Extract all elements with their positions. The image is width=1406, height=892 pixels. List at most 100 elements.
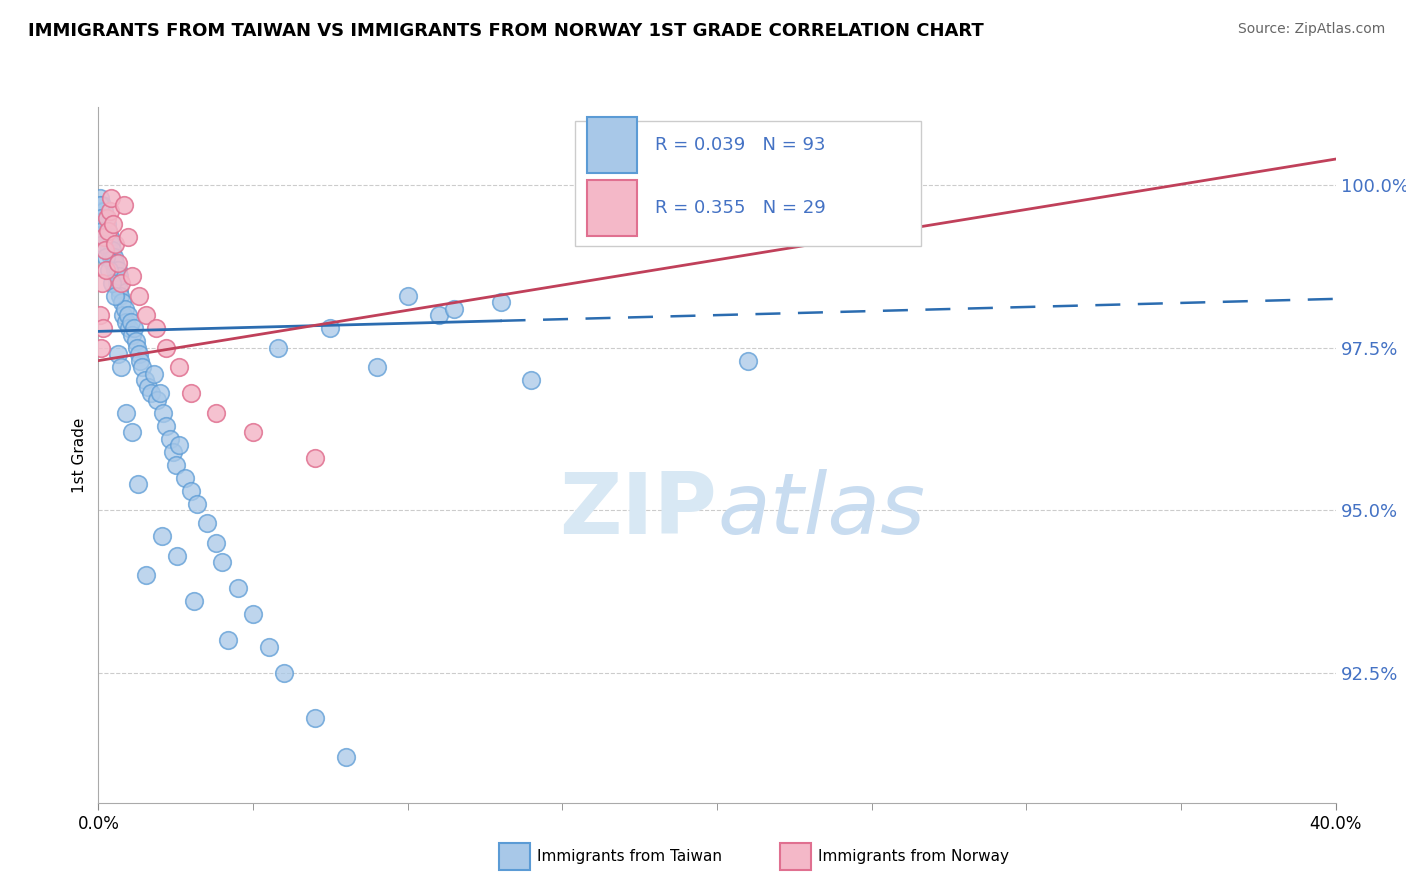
Point	[110, 360, 132, 375]
Point	[112, 197, 135, 211]
Point	[117, 230, 139, 244]
Point	[105, 276, 128, 290]
Point	[304, 451, 326, 466]
Text: IMMIGRANTS FROM TAIWAN VS IMMIGRANTS FROM NORWAY 1ST GRADE CORRELATION CHART: IMMIGRANTS FROM TAIWAN VS IMMIGRANTS FRO…	[28, 22, 984, 40]
Point	[174, 471, 197, 485]
Y-axis label: 1st Grade: 1st Grade	[72, 417, 87, 492]
Point	[98, 230, 121, 244]
Point	[165, 458, 187, 472]
Point	[152, 406, 174, 420]
Point	[89, 197, 111, 211]
Point	[96, 217, 118, 231]
Text: Immigrants from Norway: Immigrants from Norway	[818, 849, 1010, 863]
Point	[139, 386, 162, 401]
Point	[737, 178, 759, 192]
Point	[242, 607, 264, 622]
Point	[131, 360, 153, 375]
Point	[89, 191, 111, 205]
Point	[110, 276, 132, 290]
Point	[155, 418, 177, 433]
Point	[120, 315, 142, 329]
Point	[149, 386, 172, 401]
Point	[427, 308, 450, 322]
Point	[97, 262, 120, 277]
Point	[205, 406, 228, 420]
Point	[96, 211, 118, 225]
Point	[155, 341, 177, 355]
Point	[107, 282, 129, 296]
Point	[167, 438, 190, 452]
Point	[111, 295, 132, 310]
Point	[180, 483, 202, 498]
Point	[94, 243, 117, 257]
Point	[211, 555, 233, 569]
Point	[166, 549, 188, 563]
Point	[737, 353, 759, 368]
Point	[107, 347, 129, 361]
FancyBboxPatch shape	[575, 121, 921, 246]
Point	[257, 640, 280, 654]
Point	[159, 432, 181, 446]
Point	[335, 750, 357, 764]
Point	[167, 360, 190, 375]
Point	[127, 477, 149, 491]
Point	[205, 535, 228, 549]
Point	[93, 230, 115, 244]
Point	[135, 308, 157, 322]
Point	[121, 269, 143, 284]
Point	[100, 236, 122, 251]
Point	[180, 386, 202, 401]
Point	[90, 211, 112, 225]
Point	[242, 425, 264, 439]
Point	[114, 301, 136, 316]
Point	[520, 373, 543, 387]
Point	[108, 269, 131, 284]
Point	[118, 321, 141, 335]
Point	[104, 256, 127, 270]
Point	[103, 256, 125, 270]
Point	[89, 308, 111, 322]
Point	[162, 444, 184, 458]
Point	[107, 256, 129, 270]
Text: Immigrants from Taiwan: Immigrants from Taiwan	[537, 849, 723, 863]
Point	[226, 581, 249, 595]
Bar	[588, 180, 637, 235]
Point	[94, 211, 117, 225]
Point	[195, 516, 218, 531]
Point	[443, 301, 465, 316]
Point	[124, 334, 146, 348]
Text: atlas: atlas	[717, 469, 925, 552]
Point	[122, 321, 145, 335]
Point	[97, 236, 120, 251]
Point	[366, 360, 388, 375]
Point	[96, 230, 118, 244]
Point	[186, 497, 208, 511]
Point	[100, 191, 122, 205]
Point	[143, 367, 166, 381]
Point	[830, 175, 852, 189]
Text: R = 0.039   N = 93: R = 0.039 N = 93	[655, 136, 825, 154]
Point	[94, 250, 117, 264]
Point	[103, 250, 125, 264]
Point	[91, 321, 114, 335]
Text: R = 0.355   N = 29: R = 0.355 N = 29	[655, 199, 825, 217]
Point	[128, 288, 150, 302]
Point	[100, 276, 122, 290]
Point	[134, 373, 156, 387]
Point	[396, 288, 419, 302]
Point	[128, 347, 150, 361]
Point	[100, 250, 122, 264]
Point	[121, 425, 143, 439]
Point	[103, 217, 125, 231]
Point	[93, 204, 115, 219]
Point	[121, 327, 143, 342]
Point	[98, 204, 121, 219]
Point	[135, 568, 157, 582]
Point	[101, 243, 124, 257]
Point	[267, 341, 290, 355]
Point	[304, 711, 326, 725]
Point	[98, 243, 121, 257]
Point	[104, 236, 127, 251]
Point	[489, 295, 512, 310]
Point	[108, 288, 131, 302]
